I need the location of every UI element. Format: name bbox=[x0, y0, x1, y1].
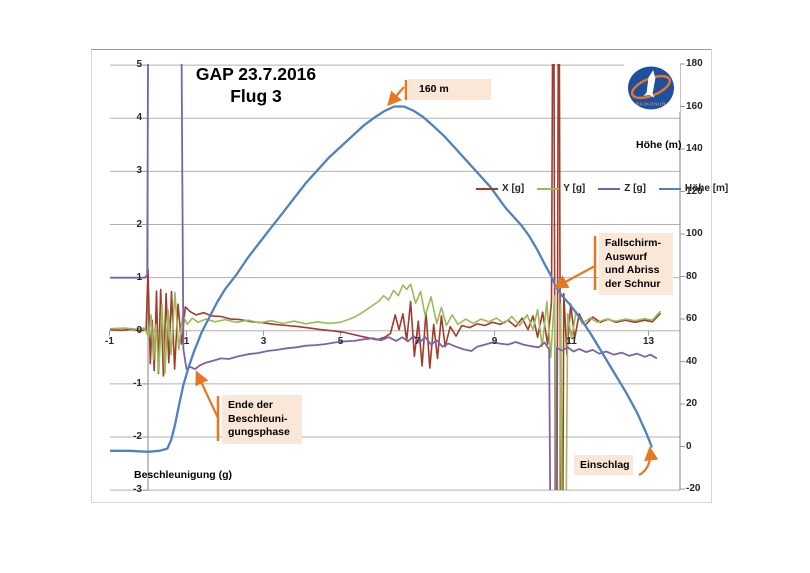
legend-dash-hoehe bbox=[658, 187, 681, 190]
legend-item-hoehe: Höhe [m] bbox=[658, 183, 729, 194]
x-tick--1: -1 bbox=[105, 336, 114, 347]
legend-dash-x bbox=[476, 187, 498, 190]
chart-legend: X [g] Y [g] Z [g] Höhe [m] bbox=[476, 183, 728, 194]
annotation-arrow bbox=[638, 446, 659, 476]
y-right-tick-0: 0 bbox=[686, 440, 692, 452]
x-tick-1: 1 bbox=[183, 336, 190, 347]
y-left-tick--2: -2 bbox=[133, 431, 142, 443]
y-left-tick-4: 4 bbox=[136, 112, 142, 124]
y-right-tick-180: 180 bbox=[686, 58, 703, 69]
x-tick-13: 13 bbox=[642, 336, 655, 347]
legend-item-y: Y [g] bbox=[537, 183, 585, 194]
y-left-tick-5: 5 bbox=[136, 59, 142, 71]
legend-dash-z bbox=[598, 187, 621, 190]
x-tick-5: 5 bbox=[337, 336, 344, 347]
y-right-tick-120: 120 bbox=[686, 185, 703, 197]
svg-text:BAJKONUR: BAJKONUR bbox=[636, 102, 666, 107]
y-left-tick-1: 1 bbox=[136, 271, 142, 283]
annotation-parachute-ejection: Fallschirm- Auswurf und Abriss der Schnu… bbox=[599, 233, 673, 295]
annotation-impact: Einschlag bbox=[574, 455, 633, 475]
chart-title: GAP 23.7.2016 Flug 3 bbox=[195, 64, 317, 106]
x-tick-7: 7 bbox=[414, 336, 421, 347]
x-tick-11: 11 bbox=[566, 336, 577, 347]
y-left-tick-3: 3 bbox=[136, 165, 142, 177]
annotation-arrow bbox=[195, 370, 219, 419]
legend-item-x: X [g] bbox=[476, 183, 524, 194]
team-logo: BAJKONUR bbox=[624, 64, 680, 112]
annotation-arrow bbox=[387, 86, 405, 107]
x-tick-9: 9 bbox=[491, 336, 498, 347]
y-left-tick-0: 0 bbox=[136, 324, 142, 336]
legend-label-y: Y [g] bbox=[563, 183, 586, 194]
legend-label-x: X [g] bbox=[502, 183, 525, 194]
legend-label-z: Z [g] bbox=[624, 183, 646, 194]
y-right-tick-20: 20 bbox=[686, 398, 698, 409]
legend-item-z: Z [g] bbox=[598, 183, 646, 194]
y-right-tick--20: -20 bbox=[686, 483, 701, 494]
y-right-tick-60: 60 bbox=[686, 313, 698, 324]
y-right-tick-160: 160 bbox=[686, 100, 703, 112]
series-xg bbox=[110, 64, 661, 490]
y-right-tick-100: 100 bbox=[686, 228, 703, 239]
x-tick-3: 3 bbox=[260, 336, 267, 347]
y-left-tick-2: 2 bbox=[136, 218, 142, 230]
legend-label-hoehe: Höhe [m] bbox=[684, 183, 729, 194]
y-right-tick-140: 140 bbox=[686, 143, 703, 154]
right-axis-title: Höhe (m) bbox=[636, 139, 682, 151]
y-left-tick--3: -3 bbox=[133, 484, 142, 496]
series-zg bbox=[110, 64, 658, 490]
annotation-apex-160m: 160 m bbox=[407, 79, 491, 100]
y-right-tick-40: 40 bbox=[686, 355, 698, 367]
legend-dash-y bbox=[537, 187, 560, 190]
annotation-end-of-boost: Ende der Beschleuni- gungsphase bbox=[222, 395, 302, 444]
series-yg bbox=[110, 283, 661, 490]
rocket-icon bbox=[643, 70, 656, 98]
left-axis-title: Beschleunigung (g) bbox=[134, 469, 232, 481]
y-right-tick-80: 80 bbox=[686, 270, 698, 282]
series-hhem bbox=[110, 105, 653, 453]
annotation-arrow bbox=[553, 265, 596, 289]
y-left-tick--1: -1 bbox=[133, 377, 142, 389]
